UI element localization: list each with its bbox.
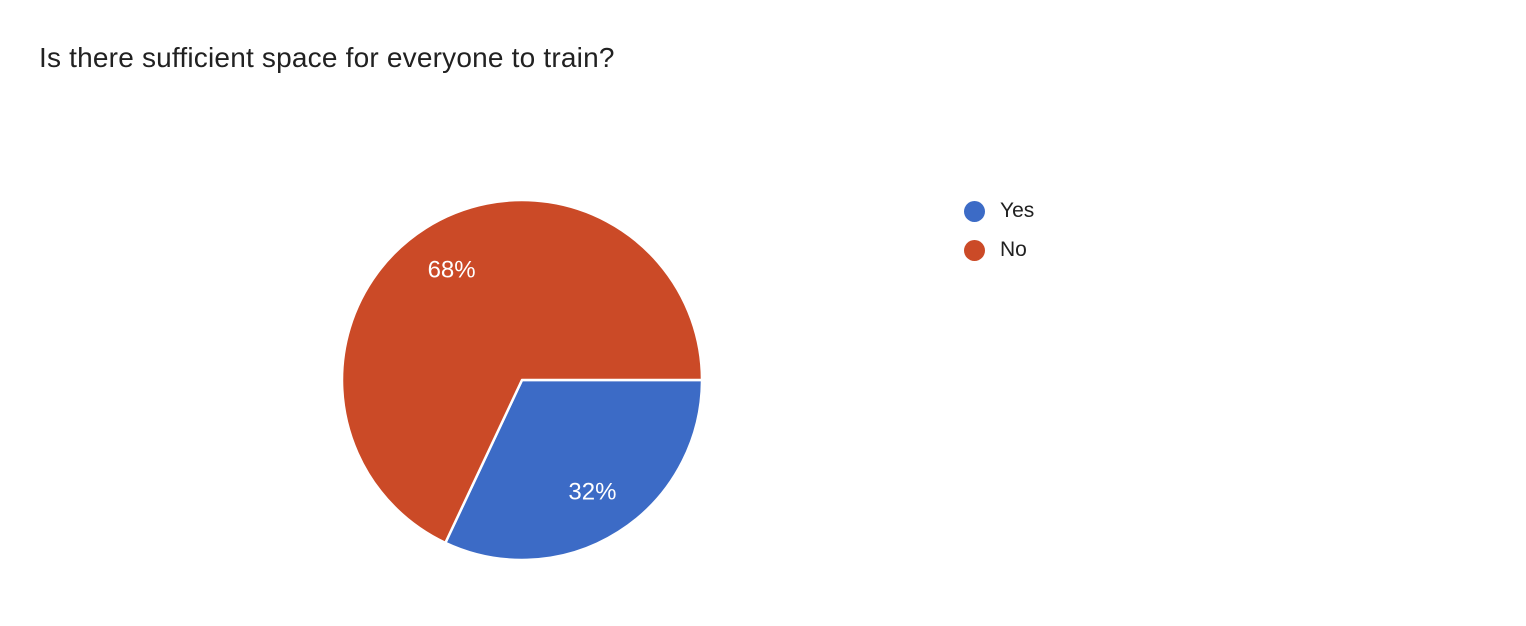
pie-slice-label-yes: 32% xyxy=(568,478,616,505)
pie-slices xyxy=(340,198,704,562)
pie-chart[interactable]: 32% 68% xyxy=(338,196,706,564)
pie-slice-label-no: 68% xyxy=(428,257,476,284)
legend-item-no: No xyxy=(964,237,1034,263)
chart-title: Is there sufficient space for everyone t… xyxy=(39,42,615,73)
legend: Yes No xyxy=(964,198,1034,263)
legend-swatch-yes-icon xyxy=(964,200,985,222)
legend-item-yes: Yes xyxy=(964,198,1034,224)
legend-label-no: No xyxy=(1000,238,1027,261)
legend-swatch-no-icon xyxy=(964,239,985,261)
pie-slice-labels: 32% 68% xyxy=(428,257,617,506)
legend-label-yes: Yes xyxy=(1000,199,1035,222)
pie-slice-yes[interactable] xyxy=(444,378,704,562)
pie-slice-no[interactable] xyxy=(340,198,704,545)
